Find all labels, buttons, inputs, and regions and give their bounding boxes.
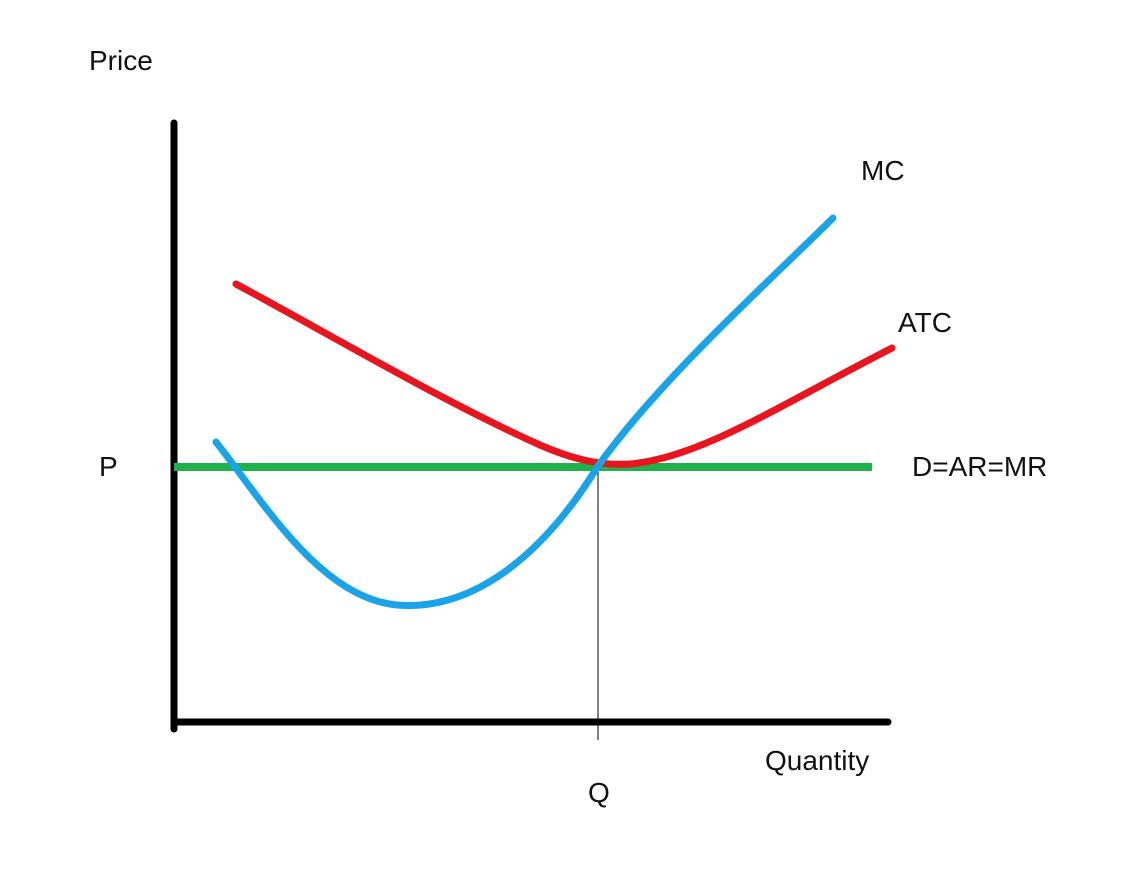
- atc-curve: [232, 280, 896, 468]
- mc-label: MC: [861, 155, 905, 186]
- price-level-label: P: [99, 451, 118, 482]
- quantity-level-label: Q: [588, 777, 610, 808]
- x-axis-label: Quantity: [765, 745, 869, 776]
- mc-curve: [212, 214, 837, 609]
- atc-label: ATC: [898, 307, 952, 338]
- y-axis-label: Price: [89, 45, 153, 76]
- demand-label: D=AR=MR: [912, 451, 1047, 482]
